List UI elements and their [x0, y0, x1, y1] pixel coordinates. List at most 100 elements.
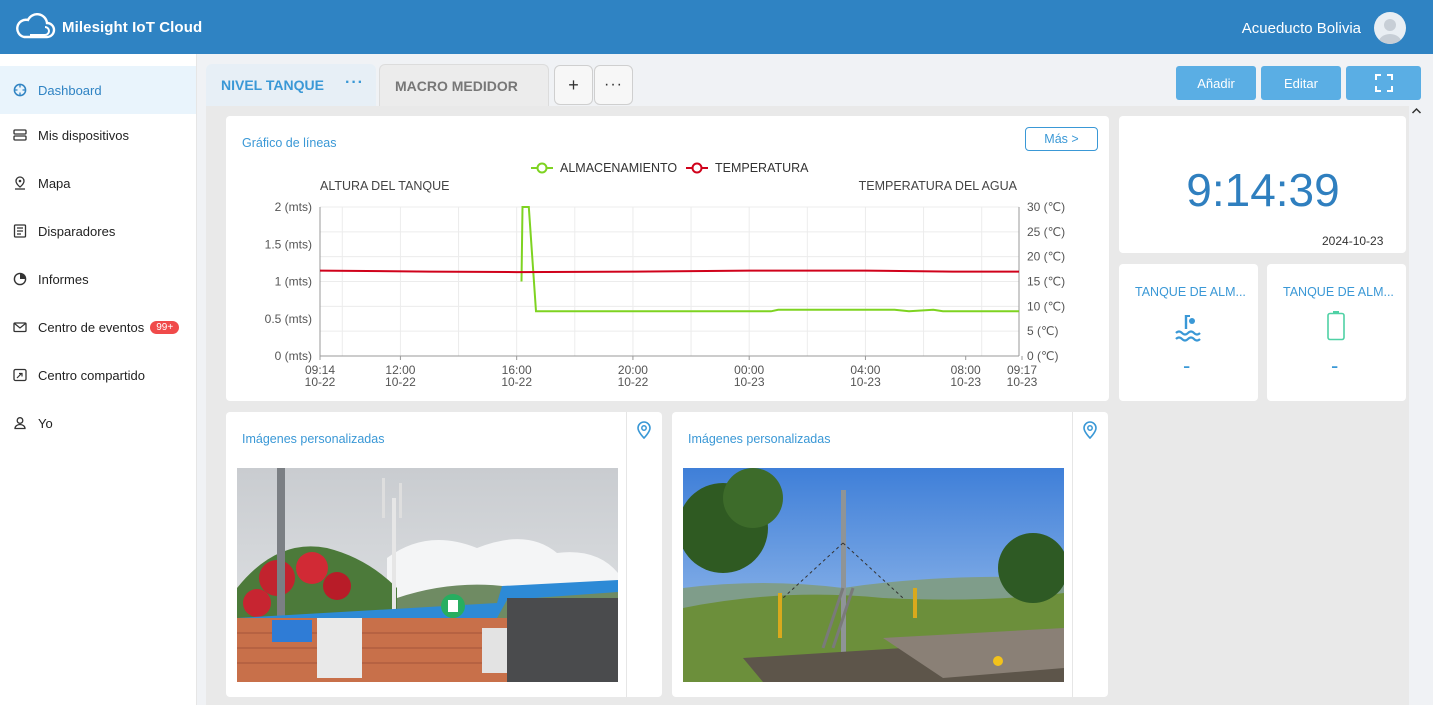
tab-label: MACRO MEDIDOR [395, 77, 518, 94]
dashboard-icon [12, 82, 28, 98]
line-chart-title: Gráfico de líneas [242, 136, 337, 150]
tank-widget-value: - [1183, 353, 1191, 378]
y-left-tick-label: 1.5 (mts) [265, 237, 312, 251]
y-right-tick-label: 30 (℃) [1027, 200, 1065, 214]
image-card-divider [626, 412, 627, 697]
y-right-tick-label: 20 (℃) [1027, 250, 1065, 264]
more-icon: ··· [604, 76, 623, 93]
sidebar-item-shared[interactable]: Centro compartido [0, 351, 196, 399]
x-tick-date: 10-23 [950, 375, 981, 389]
x-tick-date: 10-23 [734, 375, 765, 389]
y-right-axis-title: TEMPERATURA DEL AGUA [859, 179, 1018, 193]
report-icon [12, 271, 28, 287]
top-bar: Milesight IoT Cloud Acueducto Bolivia [0, 0, 1433, 54]
clock-card [1119, 116, 1406, 253]
x-tick-date: 10-23 [1007, 375, 1038, 389]
tank-widget-battery[interactable] [1267, 264, 1406, 401]
user-icon [12, 415, 28, 431]
sidebar-item-label: Mapa [38, 175, 71, 191]
fullscreen-button[interactable] [1346, 66, 1421, 100]
x-tick-date: 10-22 [385, 375, 416, 389]
user-menu[interactable]: Acueducto Bolivia [1242, 12, 1406, 44]
image-card-divider [1072, 412, 1073, 697]
tank-widget-title: TANQUE DE ALM... [1135, 285, 1246, 299]
sidebar-item-label: Centro compartido [38, 367, 145, 383]
sidebar-item-me[interactable]: Yo [0, 399, 196, 447]
y-left-tick-label: 0 (mts) [275, 349, 312, 363]
avatar[interactable] [1374, 12, 1406, 44]
sidebar-item-events[interactable]: Centro de eventos 99+ [0, 303, 196, 351]
x-tick-label: 08:00 [951, 363, 981, 377]
y-left-tick-label: 2 (mts) [275, 200, 312, 214]
y-left-tick-label: 1 (mts) [275, 275, 312, 289]
share-icon [12, 367, 28, 383]
tab-label: NIVEL TANQUE [221, 77, 324, 93]
y-right-tick-label: 0 (℃) [1027, 349, 1058, 363]
y-right-tick-label: 15 (℃) [1027, 275, 1065, 289]
legend-swatch-marker [536, 162, 548, 174]
line-chart: 30 (℃) 25 (℃) 20 (℃) 15 (℃) 10 (℃) 5 (℃) 0 (℃)… [265, 161, 1066, 389]
clock-time: 9:14:39 [1186, 164, 1340, 216]
map-pin-icon [12, 175, 28, 191]
tab-macro-medidor[interactable]: MACRO MEDIDOR [379, 64, 549, 106]
edit-button[interactable]: Editar [1261, 66, 1341, 100]
legend-label: ALMACENAMIENTO [560, 161, 677, 175]
y-right-tick-label: 10 (℃) [1027, 299, 1065, 313]
location-pin-icon[interactable] [1082, 421, 1098, 444]
trigger-icon [12, 223, 28, 239]
x-tick-date: 10-22 [618, 375, 649, 389]
custom-photo-station [237, 468, 618, 682]
tabs-more-button[interactable]: ··· [594, 65, 633, 105]
sidebar-item-label: Centro de eventos [38, 319, 145, 335]
y-right-tick-label: 25 (℃) [1027, 225, 1065, 239]
scroll-up-icon[interactable] [1411, 106, 1422, 122]
sidebar-item-dashboard[interactable]: Dashboard [0, 66, 196, 114]
image-card-title: Imágenes personalizadas [688, 432, 831, 446]
more-button[interactable]: Más > [1025, 127, 1098, 151]
legend-label: TEMPERATURA [715, 161, 809, 175]
x-tick-label: 09:17 [1007, 363, 1037, 377]
x-tick-label: 00:00 [734, 363, 764, 377]
x-tick-label: 20:00 [618, 363, 648, 377]
sidebar-item-label: Yo [38, 415, 53, 431]
user-name: Acueducto Bolivia [1241, 19, 1361, 37]
app-logo[interactable]: Milesight IoT Cloud [14, 13, 202, 41]
devices-icon [12, 127, 28, 143]
tab-nivel-tanque[interactable]: NIVEL TANQUE ··· [206, 64, 376, 106]
image-card-title: Imágenes personalizadas [242, 432, 385, 446]
battery-icon [1326, 310, 1346, 347]
location-pin-icon[interactable] [636, 421, 652, 444]
x-tick-label: 16:00 [502, 363, 532, 377]
sidebar-item-label: Dashboard [38, 82, 102, 98]
legend-swatch-marker [691, 162, 703, 174]
custom-photo-tank [683, 468, 1064, 682]
tank-widget-value: - [1331, 353, 1339, 378]
x-tick-date: 10-23 [850, 375, 881, 389]
sidebar-item-label: Mis dispositivos [38, 127, 130, 143]
y-right-tick-label: 5 (℃) [1027, 324, 1058, 338]
x-tick-date: 10-22 [501, 375, 532, 389]
sidebar-item-map[interactable]: Mapa [0, 159, 196, 207]
x-tick-date: 10-22 [305, 375, 336, 389]
plus-icon: + [568, 74, 579, 95]
water-level-icon [1173, 312, 1205, 349]
sidebar-item-triggers[interactable]: Disparadores [0, 207, 196, 255]
sidebar-item-label: Informes [38, 271, 89, 287]
sidebar-item-label: Disparadores [38, 223, 116, 239]
sidebar: Dashboard Mis dispositivos Mapa Disparad… [0, 54, 197, 705]
y-left-tick-label: 0.5 (mts) [265, 312, 312, 326]
sidebar-item-reports[interactable]: Informes [0, 255, 196, 303]
mail-icon [12, 319, 28, 335]
cloud-logo-icon [16, 13, 56, 39]
series-line-almacenamiento [520, 206, 1019, 313]
add-tab-button[interactable]: + [554, 65, 593, 105]
x-tick-label: 04:00 [850, 363, 880, 377]
fullscreen-icon [1374, 74, 1393, 92]
sidebar-item-devices[interactable]: Mis dispositivos [0, 111, 196, 159]
add-button[interactable]: Añadir [1176, 66, 1256, 100]
tank-widget-title: TANQUE DE ALM... [1283, 285, 1394, 299]
tab-more-icon[interactable]: ··· [345, 74, 364, 91]
clock-date: 2024-10-23 [1322, 234, 1384, 248]
line-chart-card [226, 116, 1109, 401]
x-tick-label: 09:14 [305, 363, 335, 377]
